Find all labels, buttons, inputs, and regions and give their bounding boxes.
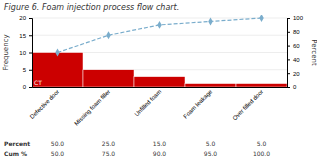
tick-label: 40 (293, 57, 300, 63)
bar (236, 84, 287, 87)
table-cell: 100.0 (253, 150, 270, 157)
tick: Defective door (29, 88, 61, 120)
tick-mark (29, 18, 32, 19)
bar (185, 84, 236, 87)
tick-mark (287, 46, 290, 47)
tick-label: 0 (293, 84, 297, 90)
tick: 20 (287, 71, 300, 77)
tick-label: 20 (19, 15, 26, 21)
tick-label: 15 (19, 33, 26, 39)
bars (32, 53, 287, 88)
table-cell: 5.0 (206, 140, 216, 147)
markers (55, 15, 264, 56)
tick-label: 60 (293, 43, 300, 49)
tick: 80 (287, 29, 300, 35)
marker (208, 18, 213, 26)
y-axis-title: Frequency (2, 34, 10, 70)
axis-line (33, 87, 288, 88)
table-cell: 75.0 (102, 150, 116, 157)
tick-label: Defective door (29, 88, 61, 120)
tick-label: Unfilled foam (133, 88, 162, 117)
tick-mark (287, 32, 290, 33)
tick-label: 20 (293, 71, 300, 77)
tick: 15 (19, 33, 32, 39)
bar (134, 77, 185, 87)
tick: 40 (287, 57, 300, 63)
tick-label: Missing foam filler (73, 88, 111, 126)
tick-label: 5 (23, 67, 27, 73)
axis-line (288, 19, 291, 88)
table-cell: 15.0 (153, 140, 167, 147)
tick: Unfilled foam (133, 88, 162, 117)
table-cell: 25.0 (102, 140, 116, 147)
grid-line (32, 35, 287, 36)
table-cell: 95.0 (204, 150, 218, 157)
tick-mark (287, 59, 290, 60)
tick: 10 (19, 50, 32, 56)
tick: Missing foam filler (73, 88, 111, 126)
tick-label: 100 (293, 15, 304, 21)
tick: 5 (23, 67, 32, 73)
table-cell: 90.0 (153, 150, 167, 157)
axis-line (29, 19, 33, 88)
tick: Foam leakage (182, 88, 214, 120)
bar (83, 70, 134, 87)
tick-label: 80 (293, 29, 300, 35)
tick-mark (29, 35, 32, 36)
cumulative-line (58, 18, 262, 53)
marker (259, 15, 264, 22)
tick: 0 (287, 84, 297, 90)
tick-mark (29, 70, 32, 71)
y-axis: 0 5 10 15 20 (19, 15, 32, 90)
tick: 20 (19, 15, 32, 21)
title: Figure 6. Foam injection process flow ch… (4, 3, 179, 12)
tick: 100 (287, 15, 304, 21)
tick-label: Foam leakage (182, 88, 214, 120)
table-row-label: Percent (4, 140, 30, 147)
tick-mark (29, 87, 32, 88)
table-row-label: Cum % (4, 150, 27, 157)
annotation: CT (34, 79, 42, 86)
plot-area (32, 15, 287, 87)
x-axis: Defective door Missing foam filler Unfille… (29, 88, 288, 127)
table-cell: 50.0 (51, 140, 65, 147)
chart: Figure 6. Foam injection process flow ch… (0, 0, 317, 159)
tick-label: 0 (23, 84, 27, 90)
tick-mark (287, 18, 290, 19)
table: Percent 50.0 25.0 15.0 5.0 5.0 Cum % 50.0 75.0 90… (4, 140, 270, 157)
tick-label: Over filled door (231, 88, 264, 121)
y2-axis: 0 20 40 60 80 100 (287, 15, 304, 90)
marker (55, 49, 60, 57)
tick-label: 10 (19, 50, 26, 56)
tick: Over filled door (231, 88, 264, 121)
table-cell: 5.0 (257, 140, 267, 147)
y2-axis-title: Percent (310, 39, 317, 66)
bar (32, 53, 83, 88)
table-cell: 50.0 (51, 150, 65, 157)
tick: 0 (23, 84, 32, 90)
marker (106, 31, 111, 39)
tick: 60 (287, 43, 300, 49)
tick-mark (287, 73, 290, 74)
grid (32, 18, 287, 87)
marker (157, 21, 162, 29)
tick-mark (29, 53, 32, 54)
